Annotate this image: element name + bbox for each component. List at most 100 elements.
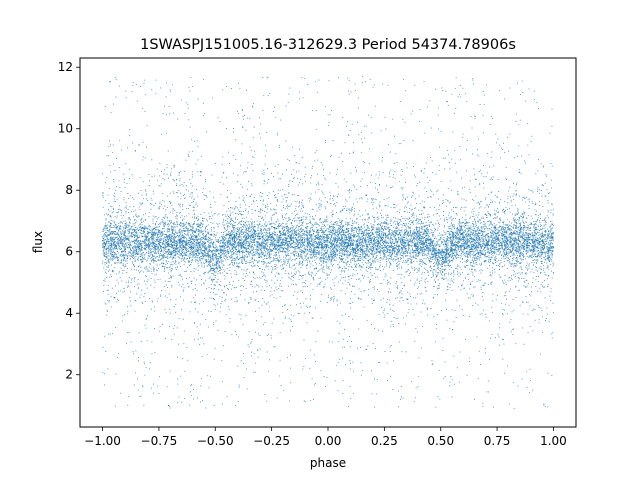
data-point bbox=[367, 198, 369, 200]
data-point bbox=[417, 244, 418, 245]
data-point bbox=[175, 250, 177, 252]
data-point bbox=[543, 234, 545, 236]
data-point bbox=[305, 255, 307, 257]
data-point bbox=[167, 261, 169, 262]
data-point bbox=[379, 246, 381, 248]
data-point bbox=[288, 219, 290, 220]
data-point bbox=[350, 362, 351, 364]
data-point bbox=[479, 270, 481, 272]
data-point bbox=[201, 231, 202, 233]
data-point bbox=[410, 272, 412, 273]
data-point bbox=[383, 256, 385, 258]
data-point bbox=[146, 268, 148, 270]
data-point bbox=[354, 236, 356, 238]
data-point bbox=[506, 230, 508, 232]
data-point bbox=[130, 243, 131, 245]
data-point bbox=[211, 273, 213, 274]
data-point bbox=[518, 261, 520, 263]
data-point bbox=[235, 271, 237, 273]
data-point bbox=[491, 334, 493, 335]
data-point bbox=[199, 238, 201, 240]
data-point bbox=[345, 181, 347, 183]
data-point bbox=[160, 258, 162, 259]
data-point bbox=[143, 230, 144, 231]
data-point bbox=[264, 207, 266, 208]
data-point bbox=[360, 374, 362, 376]
data-point bbox=[424, 230, 426, 231]
data-point bbox=[455, 232, 456, 234]
data-point bbox=[495, 225, 496, 227]
data-point bbox=[191, 244, 193, 246]
data-point bbox=[154, 232, 156, 234]
data-point bbox=[536, 239, 538, 241]
data-point bbox=[177, 215, 178, 217]
data-point bbox=[397, 264, 399, 266]
data-point bbox=[486, 226, 487, 228]
data-point bbox=[157, 256, 158, 257]
data-point bbox=[332, 279, 334, 281]
data-point bbox=[333, 297, 335, 299]
data-point bbox=[231, 255, 233, 257]
data-point bbox=[193, 233, 195, 235]
data-point bbox=[415, 297, 417, 299]
data-point bbox=[366, 254, 368, 256]
data-point bbox=[453, 235, 455, 237]
data-point bbox=[212, 241, 214, 243]
data-point bbox=[107, 194, 109, 196]
data-point bbox=[110, 242, 112, 244]
data-point bbox=[286, 261, 288, 263]
data-point bbox=[188, 231, 190, 233]
data-point bbox=[130, 258, 131, 259]
data-point bbox=[547, 243, 549, 245]
data-point bbox=[494, 194, 496, 196]
data-point bbox=[505, 254, 506, 256]
data-point bbox=[438, 215, 440, 217]
data-point bbox=[469, 252, 471, 254]
data-point bbox=[146, 238, 147, 240]
data-point bbox=[170, 252, 172, 254]
data-point bbox=[222, 214, 224, 216]
data-point bbox=[254, 265, 256, 267]
data-point bbox=[444, 258, 446, 259]
data-point bbox=[143, 240, 145, 241]
data-point bbox=[507, 245, 509, 247]
data-point bbox=[329, 239, 331, 240]
data-point bbox=[354, 293, 356, 295]
data-point bbox=[331, 234, 333, 236]
data-point bbox=[262, 248, 264, 250]
data-point bbox=[419, 280, 420, 282]
data-point bbox=[214, 287, 215, 289]
data-point bbox=[252, 137, 254, 139]
data-point bbox=[211, 260, 213, 262]
data-point bbox=[312, 317, 314, 319]
data-point bbox=[409, 234, 411, 236]
data-point bbox=[404, 253, 406, 254]
data-point bbox=[495, 210, 497, 212]
data-point bbox=[494, 253, 496, 254]
data-point bbox=[210, 250, 212, 252]
data-point bbox=[286, 241, 288, 243]
data-point bbox=[213, 358, 215, 360]
data-point bbox=[192, 185, 194, 187]
data-point bbox=[228, 237, 229, 239]
data-point bbox=[546, 215, 548, 217]
data-point bbox=[492, 233, 494, 235]
data-point bbox=[398, 229, 400, 231]
data-point bbox=[260, 252, 262, 254]
data-point bbox=[466, 232, 468, 234]
data-point bbox=[416, 242, 418, 244]
data-point bbox=[482, 285, 484, 287]
data-point bbox=[250, 230, 252, 232]
data-point bbox=[331, 220, 332, 222]
data-point bbox=[398, 248, 400, 249]
data-point bbox=[490, 250, 492, 252]
data-point bbox=[422, 242, 424, 243]
data-point bbox=[315, 223, 317, 225]
data-point bbox=[345, 240, 347, 242]
data-point bbox=[414, 233, 416, 234]
data-point bbox=[133, 248, 135, 250]
data-point bbox=[193, 270, 195, 272]
data-point bbox=[153, 248, 155, 250]
data-point bbox=[530, 215, 532, 217]
